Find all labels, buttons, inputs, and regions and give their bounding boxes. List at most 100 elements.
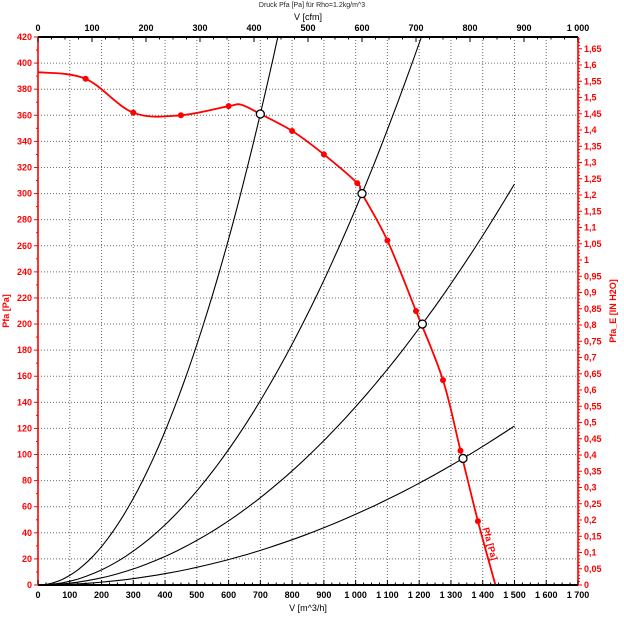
- left-axis-ticks: 0 20 40 60 80 100 120 140 160 180 200 220 240 260 280 3…: [1, 32, 38, 590]
- tick-label: 0,8: [584, 320, 597, 330]
- tick-label: 360: [17, 110, 32, 120]
- tick-label: 1,35: [584, 141, 602, 151]
- tick-label: 900: [316, 590, 331, 600]
- left-axis-title: Pfa [Pa]: [1, 294, 11, 328]
- tick-label: 1,6: [584, 60, 597, 70]
- tick-label: 120: [17, 423, 32, 433]
- data-point-marker: [384, 237, 391, 244]
- tick-label: 0,75: [584, 336, 602, 346]
- tick-label: 0,35: [584, 466, 602, 476]
- tick-label: 1,45: [584, 109, 602, 119]
- data-point-marker: [440, 377, 446, 384]
- tick-label: 420: [17, 32, 32, 42]
- system-curve: [37, 36, 279, 586]
- tick-label: 700: [253, 590, 268, 600]
- tick-label: 200: [17, 319, 32, 329]
- tick-label: 220: [17, 293, 32, 303]
- tick-label: 1,1: [584, 223, 597, 233]
- tick-label: 1 100: [376, 590, 399, 600]
- bottom-axis-title: V [m^3/h]: [289, 603, 327, 613]
- fan-curve-markers: [82, 75, 481, 525]
- tick-label: 0,45: [584, 434, 602, 444]
- tick-label: 0,4: [584, 450, 597, 460]
- tick-label: 1,2: [584, 190, 597, 200]
- tick-label: 1,65: [584, 44, 602, 54]
- tick-label: 0: [584, 580, 589, 590]
- tick-label: 0,5: [584, 418, 597, 428]
- fan-pressure-curve: [37, 71, 497, 586]
- tick-label: 0,65: [584, 369, 602, 379]
- tick-label: 900: [516, 23, 531, 33]
- data-point-marker: [177, 112, 184, 119]
- tick-label: 1 500: [503, 590, 526, 600]
- tick-label: 340: [17, 136, 32, 146]
- tick-label: 400: [17, 58, 32, 68]
- tick-label: 500: [300, 23, 315, 33]
- tick-label: 280: [17, 215, 32, 225]
- data-point-marker: [130, 109, 137, 116]
- tick-label: 1,05: [584, 239, 602, 249]
- tick-label: 0,9: [584, 288, 597, 298]
- tick-label: 20: [22, 554, 32, 564]
- tick-label: 240: [17, 267, 32, 277]
- tick-label: 100: [17, 450, 32, 460]
- tick-label: 1,55: [584, 76, 602, 86]
- operating-point: [357, 188, 367, 199]
- tick-label: 1 000: [344, 590, 367, 600]
- data-point-marker: [320, 151, 327, 158]
- data-point-marker: [289, 127, 296, 134]
- operating-point: [458, 453, 468, 464]
- tick-label: 600: [354, 23, 369, 33]
- tick-label: 200: [94, 590, 109, 600]
- system-curve: [37, 36, 422, 586]
- tick-label: 500: [189, 590, 204, 600]
- tick-label: 600: [221, 590, 236, 600]
- tick-label: 1,5: [584, 93, 597, 103]
- data-point-marker: [354, 180, 361, 187]
- right-axis-ticks: 0 0,05 0,1 0,15 0,2 0,25 0,3 0,35 0,4 0,45 0,5 0,55…: [578, 38, 618, 590]
- tick-label: 0,6: [584, 385, 597, 395]
- tick-label: 300: [126, 590, 141, 600]
- tick-label: 0: [35, 590, 40, 600]
- tick-label: 100: [62, 590, 77, 600]
- tick-label: 400: [246, 23, 261, 33]
- operating-points: [255, 109, 468, 464]
- tick-label: 60: [22, 502, 32, 512]
- tick-label: 380: [17, 84, 32, 94]
- tick-label: 0: [27, 580, 32, 590]
- tick-label: 0,7: [584, 353, 597, 363]
- tick-label: 40: [22, 528, 32, 538]
- tick-label: 400: [158, 590, 173, 600]
- tick-label: 0,2: [584, 515, 597, 525]
- tick-label: 0,25: [584, 499, 602, 509]
- tick-label: 1,25: [584, 174, 602, 184]
- fan-curve: [37, 71, 497, 586]
- tick-label: 1 400: [471, 590, 494, 600]
- tick-label: 0,15: [584, 531, 602, 541]
- tick-label: 140: [17, 397, 32, 407]
- grid: [38, 37, 578, 585]
- tick-label: 1 200: [408, 590, 431, 600]
- tick-label: 0,95: [584, 271, 602, 281]
- data-point-marker: [413, 308, 419, 314]
- axes: [37, 36, 579, 586]
- tick-label: 1,15: [584, 206, 602, 216]
- right-axis-title: Pfa_E [IN H2O]: [608, 279, 618, 343]
- data-point-marker: [82, 75, 89, 82]
- data-point-marker: [225, 103, 232, 110]
- operating-point: [255, 109, 266, 119]
- tick-label: 1 600: [535, 590, 558, 600]
- tick-label: 1: [584, 255, 589, 265]
- bottom-axis-ticks: 0 100 200 300 400 500 600 700 800 900 1 000 1 100 1 …: [35, 580, 589, 613]
- system-curve: [37, 183, 515, 586]
- tick-label: 0,1: [584, 548, 597, 558]
- tick-label: 260: [17, 241, 32, 251]
- tick-label: 160: [17, 371, 32, 381]
- tick-label: 0: [35, 23, 40, 33]
- tick-label: 700: [408, 23, 423, 33]
- tick-label: 0,05: [584, 564, 602, 574]
- tick-label: 800: [462, 23, 477, 33]
- tick-label: 1,4: [584, 125, 597, 135]
- tick-label: 1 000: [567, 23, 590, 33]
